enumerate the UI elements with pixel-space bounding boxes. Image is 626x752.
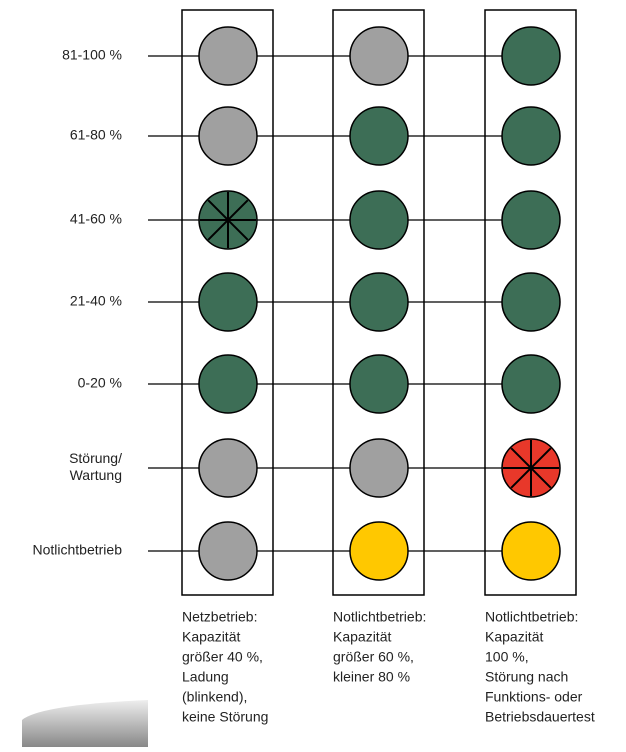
lamp (350, 273, 408, 331)
lamp (502, 107, 560, 165)
lamp (502, 355, 560, 413)
row-label: 21-40 % (70, 293, 122, 309)
row-label: 41-60 % (70, 211, 122, 227)
column-caption: Kapazität (485, 629, 543, 645)
lamp (350, 439, 408, 497)
row-label: 0-20 % (78, 375, 122, 391)
row-label: 81-100 % (62, 47, 122, 63)
lamp (350, 191, 408, 249)
lamp (502, 27, 560, 85)
lamp (502, 191, 560, 249)
column-caption: (blinkend), (182, 689, 247, 705)
lamp (350, 355, 408, 413)
row-label: Wartung (70, 467, 122, 483)
lamp (199, 273, 257, 331)
lamp (350, 522, 408, 580)
column-caption: größer 60 %, (333, 649, 414, 665)
column-caption: größer 40 %, (182, 649, 263, 665)
lamp (199, 439, 257, 497)
column-caption: kleiner 80 % (333, 669, 410, 685)
lamp (502, 273, 560, 331)
column-caption: Funktions- oder (485, 689, 583, 705)
column-caption: Notlichtbetrieb: (333, 609, 426, 625)
column-caption: Netzbetrieb: (182, 609, 257, 625)
column-caption: 100 %, (485, 649, 529, 665)
lamp (350, 107, 408, 165)
row-label: Störung/ (69, 450, 122, 466)
lamp (502, 522, 560, 580)
lamp (199, 107, 257, 165)
lamp (350, 27, 408, 85)
column-caption: Notlichtbetrieb: (485, 609, 578, 625)
row-label: 61-80 % (70, 127, 122, 143)
lamp (199, 27, 257, 85)
lamp (199, 355, 257, 413)
column-caption: Störung nach (485, 669, 568, 685)
column-caption: Ladung (182, 669, 229, 685)
column-caption: keine Störung (182, 709, 268, 725)
diagram: 81-100 % 61-80 % 41-60 % 21-40 % 0-20 % Störu… (0, 0, 626, 747)
row-label: Notlichtbetrieb (33, 542, 123, 558)
lamp (199, 522, 257, 580)
column-caption: Kapazität (182, 629, 240, 645)
column-caption: Kapazität (333, 629, 391, 645)
device-fragment (22, 700, 148, 747)
column-caption: Betriebsdauertest (485, 709, 595, 725)
